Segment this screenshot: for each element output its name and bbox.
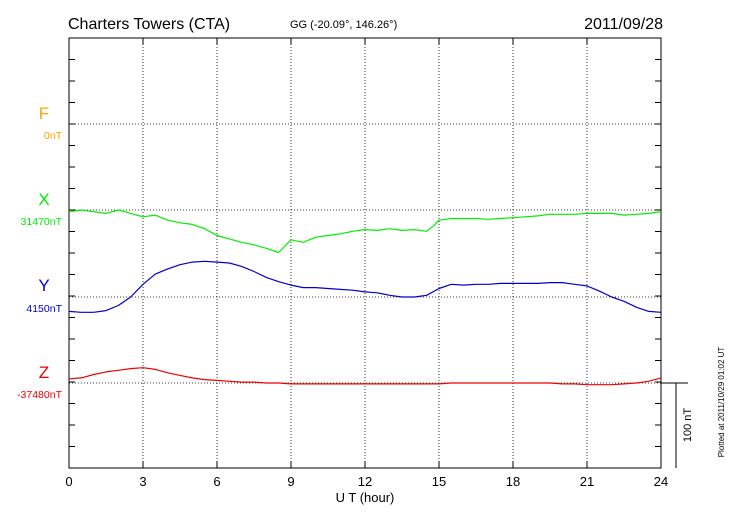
x-tick-label: 9 xyxy=(287,474,294,489)
plot-timestamp: Plotted at 2011/10/29 01:02 UT xyxy=(717,347,726,458)
x-tick-label: 18 xyxy=(506,474,520,489)
plot-frame xyxy=(68,37,662,469)
series-name-y: Y xyxy=(38,276,49,295)
station-title: Charters Towers (CTA) xyxy=(68,16,230,33)
x-tick-label: 12 xyxy=(358,474,372,489)
x-tick-label: 0 xyxy=(65,474,72,489)
x-axis-label: U T (hour) xyxy=(336,490,395,505)
series-line-y xyxy=(68,260,662,313)
x-tick-label: 15 xyxy=(432,474,446,489)
x-tick-label: 6 xyxy=(213,474,220,489)
x-tick-label: 3 xyxy=(139,474,146,489)
series-name-f: F xyxy=(39,104,49,123)
x-tick-label: 24 xyxy=(654,474,668,489)
x-tick-label: 21 xyxy=(580,474,594,489)
scale-bar: 100 nT xyxy=(661,382,694,468)
series-baseline-f: 0nT xyxy=(44,130,63,142)
series-line-z xyxy=(68,367,662,386)
x-axis-ticks: 0 3 6 9 12 15 18 21 24 xyxy=(65,38,668,489)
chart-date: 2011/09/28 xyxy=(584,16,663,33)
scale-label: 100 nT xyxy=(682,408,694,443)
station-coordinates: GG (-20.09°, 146.26°) xyxy=(290,19,397,31)
series-line-x xyxy=(68,209,662,254)
series-baseline-z: -37480nT xyxy=(17,389,63,401)
series-baseline-y: 4150nT xyxy=(26,303,62,315)
series-lines xyxy=(68,209,662,386)
series-name-x: X xyxy=(38,190,49,209)
grid xyxy=(69,38,661,468)
series-baseline-x: 31470nT xyxy=(21,216,63,228)
series-labels: F 0nT X 31470nT Y 4150nT Z -37480nT xyxy=(17,104,63,401)
series-name-z: Z xyxy=(39,363,49,382)
